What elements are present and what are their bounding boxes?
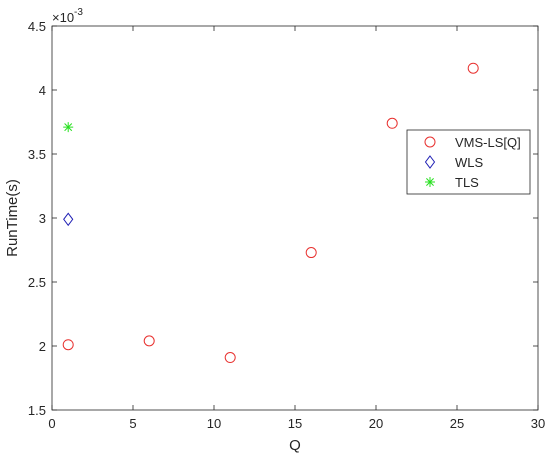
- y-axis-exponent-base: ×10: [52, 10, 74, 25]
- legend-box: [406, 129, 531, 195]
- y-tick-label: 3.5: [28, 147, 46, 162]
- legend-label: VMS-LS[Q]: [455, 135, 521, 150]
- legend-marker: [424, 136, 436, 148]
- data-point: [386, 117, 398, 129]
- y-tick-label: 4.5: [28, 19, 46, 34]
- x-axis-label: Q: [289, 437, 301, 454]
- legend-label: TLS: [455, 175, 479, 190]
- y-tick-label: 1.5: [28, 403, 46, 418]
- x-tick-label: 20: [369, 416, 383, 431]
- data-point: [305, 247, 317, 259]
- y-tick-label: 2.5: [28, 275, 46, 290]
- data-point: [467, 62, 479, 74]
- y-tick-label: 4: [39, 83, 46, 98]
- legend-marker: [425, 177, 435, 187]
- x-tick-label: 15: [288, 416, 302, 431]
- x-tick-label: 30: [531, 416, 545, 431]
- data-point: [143, 335, 155, 347]
- data-point: [224, 352, 236, 364]
- data-point: [63, 122, 74, 133]
- legend-label: WLS: [455, 155, 484, 170]
- data-point: [63, 212, 74, 227]
- x-tick-label: 0: [48, 416, 55, 431]
- plot-area: [52, 26, 538, 410]
- data-point: [62, 339, 74, 351]
- legend: VMS-LS[Q] WLS TLS: [406, 129, 531, 195]
- y-tick-label: 2: [39, 339, 46, 354]
- y-tick-label: 3: [39, 211, 46, 226]
- y-axis-label: RunTime(s): [4, 179, 21, 257]
- legend-marker: [424, 155, 436, 169]
- y-axis-exponent-power: -3: [74, 7, 83, 18]
- x-tick-label: 5: [129, 416, 136, 431]
- x-tick-label: 10: [207, 416, 221, 431]
- x-tick-label: 25: [450, 416, 464, 431]
